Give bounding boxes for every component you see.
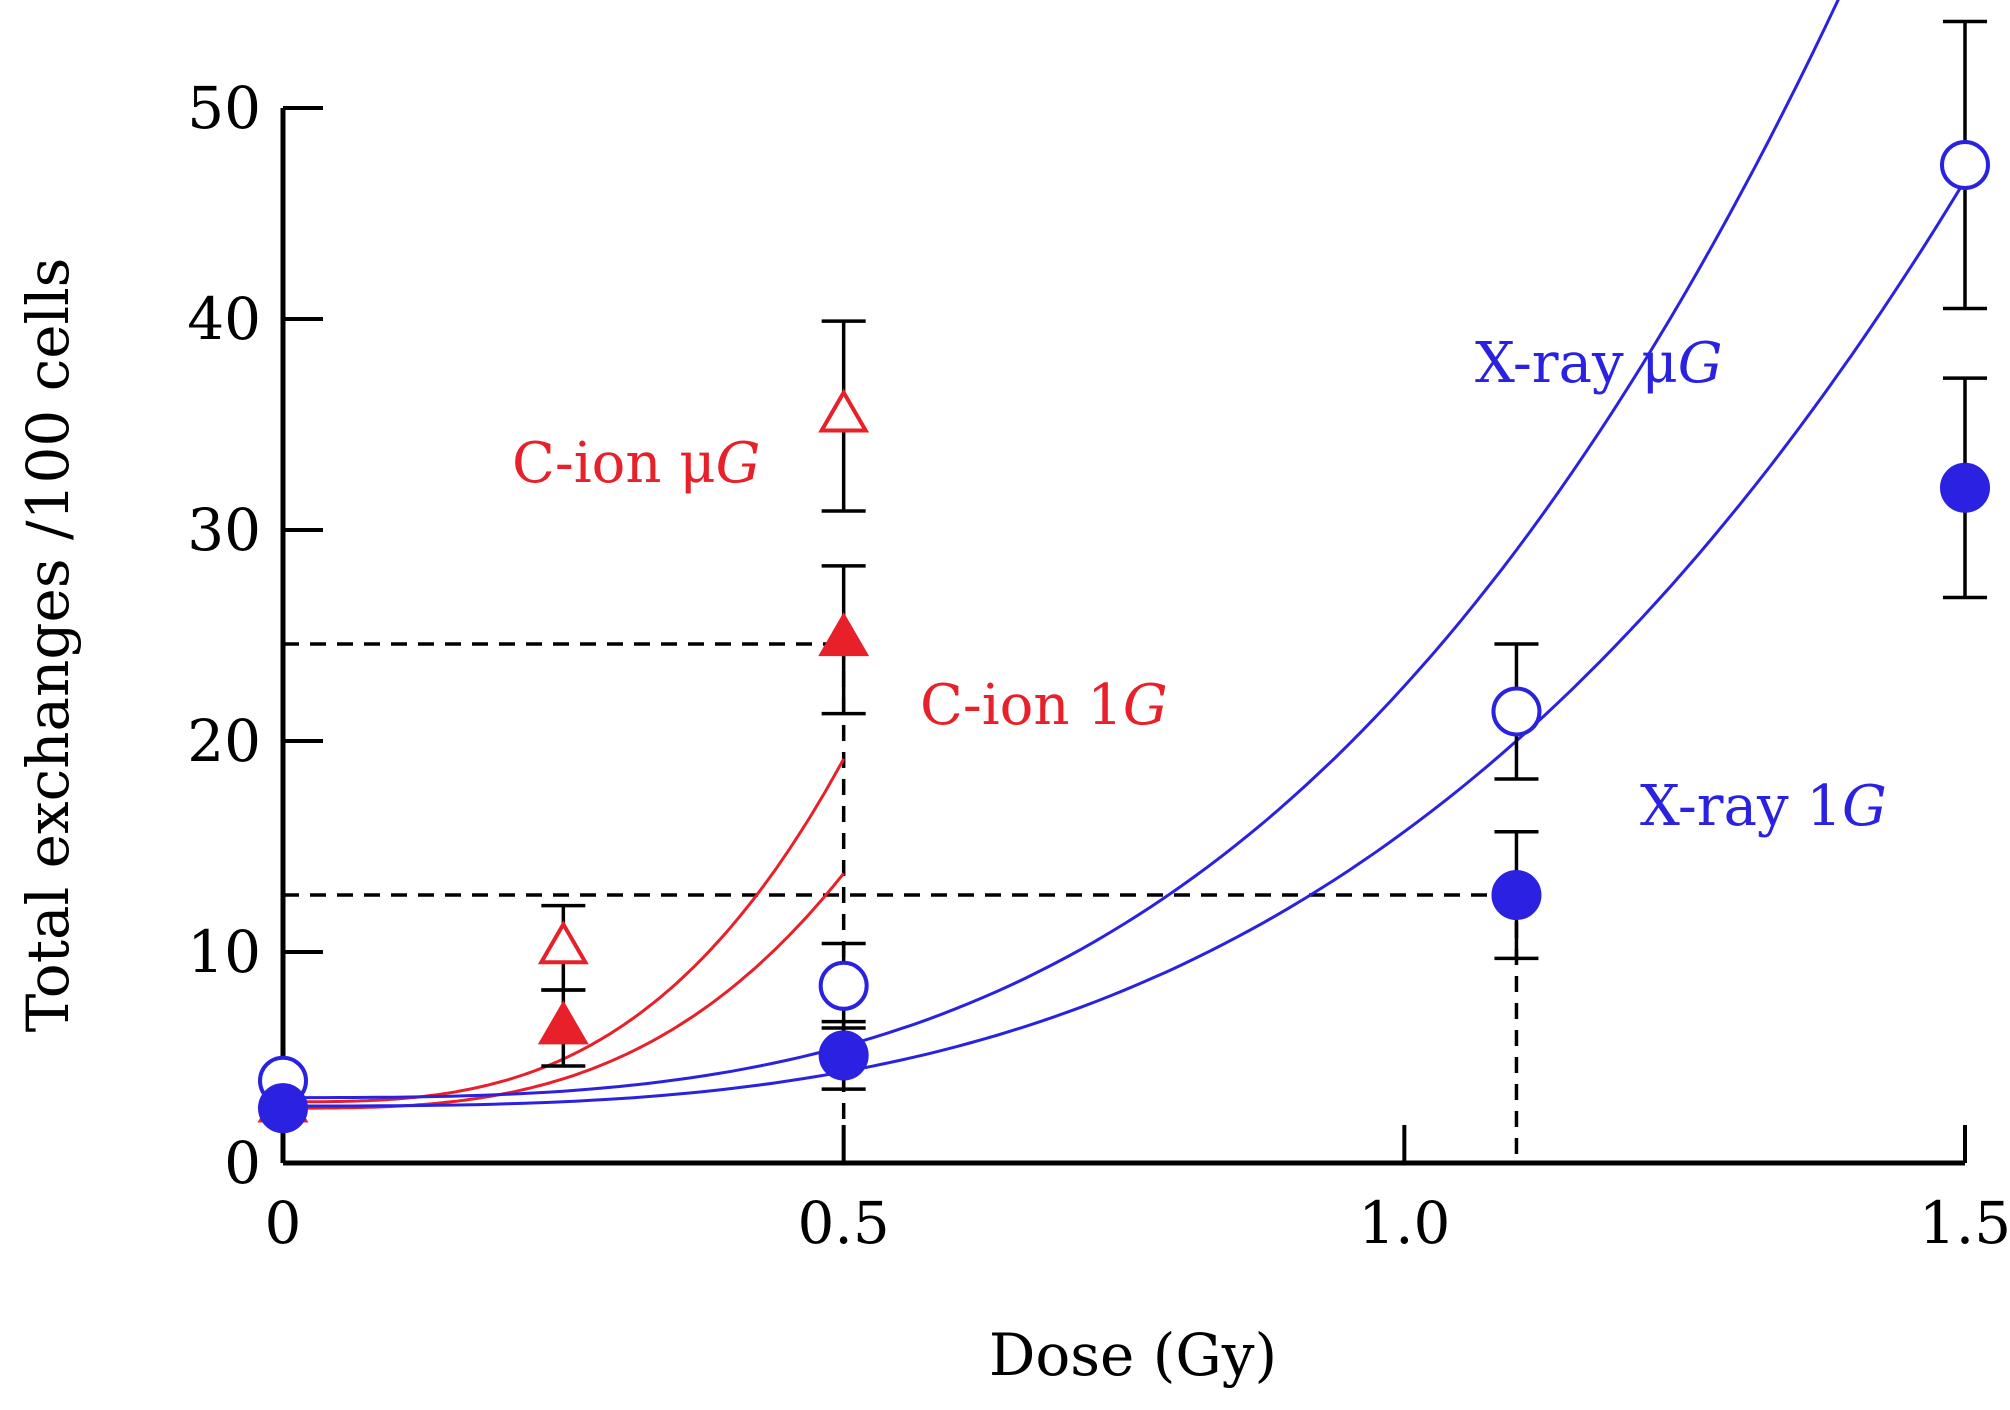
data-point (818, 960, 869, 1011)
data-point (1940, 462, 1990, 513)
data-points (257, 139, 1990, 1134)
y-tick-label: 10 (187, 918, 261, 986)
fit-curve (283, 0, 1840, 1100)
series-label: C-ion μG (512, 431, 760, 496)
fit-curves (283, 0, 1967, 1110)
data-point (1491, 870, 1542, 921)
y-axis-title: Total exchanges /100 cells (14, 258, 82, 1033)
data-point (258, 1083, 308, 1134)
y-tick-label: 0 (224, 1129, 261, 1197)
data-point (537, 920, 589, 965)
data-point (1491, 686, 1542, 737)
y-tick-label: 30 (187, 496, 261, 564)
series-labels: C-ion μG C-ion 1G X-ray μG X-ray 1G (512, 331, 1887, 839)
series-label: C-ion 1G (920, 673, 1168, 738)
data-point (537, 1000, 589, 1045)
x-tick-label: 1.0 (1358, 1189, 1450, 1257)
data-point (818, 612, 870, 657)
x-tick-label: 1.5 (1919, 1189, 2010, 1257)
x-tick-label: 0.5 (798, 1189, 890, 1257)
data-point (818, 1030, 869, 1081)
axes: 0 10 20 30 40 50 0 0.5 1.0 1.5 (187, 74, 2010, 1257)
data-point (818, 388, 870, 433)
y-tick-label: 20 (187, 707, 261, 775)
x-tick-label: 0 (265, 1189, 302, 1257)
series-label: X-ray 1G (1640, 774, 1887, 839)
series-label: X-ray μG (1475, 331, 1723, 396)
reference-lines (283, 642, 1519, 1163)
error-bars (541, 19, 1987, 1091)
x-axis-title: Dose (Gy) (989, 1321, 1277, 1389)
fit-curve (283, 179, 1967, 1108)
y-tick-label: 40 (187, 285, 261, 353)
data-point (1940, 139, 1990, 190)
y-tick-label: 50 (187, 74, 261, 142)
